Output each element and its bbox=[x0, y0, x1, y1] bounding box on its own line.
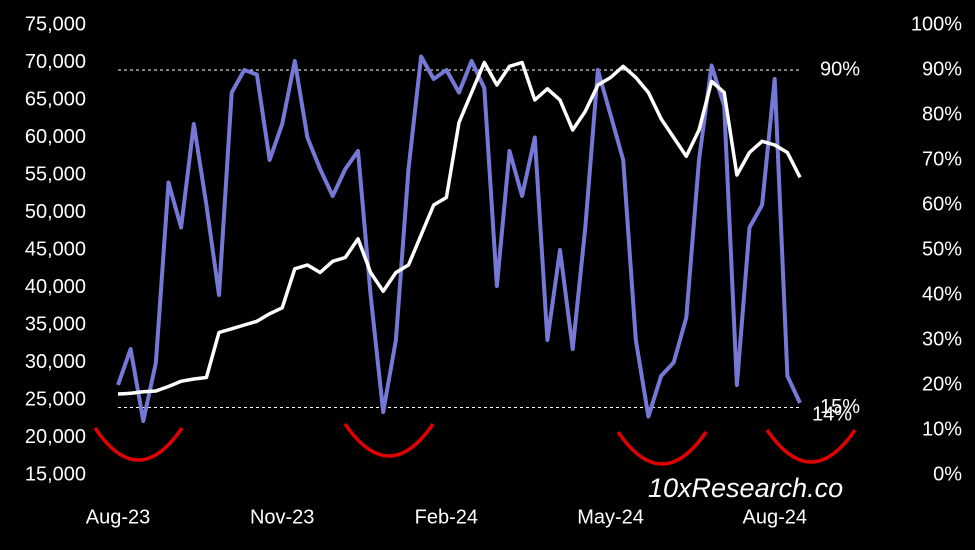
series-line bbox=[116, 54, 802, 423]
y2-tick-label: 60% bbox=[922, 193, 962, 215]
x-tick-label: Aug-24 bbox=[742, 506, 807, 528]
arc bbox=[343, 423, 435, 458]
y-tick-label: 50,000 bbox=[25, 201, 86, 223]
y-tick-label: 45,000 bbox=[25, 238, 86, 260]
y-tick-label: 20,000 bbox=[25, 426, 86, 448]
arc bbox=[765, 429, 857, 464]
y-tick-label: 55,000 bbox=[25, 163, 86, 185]
annotation: 14% bbox=[812, 403, 852, 425]
y-tick-label: 30,000 bbox=[25, 351, 86, 373]
highlight-arcs bbox=[93, 423, 857, 466]
x-tick-label: Aug-23 bbox=[86, 506, 151, 528]
y2-tick-label: 40% bbox=[922, 283, 962, 305]
watermark: 10xResearch.co bbox=[648, 473, 843, 503]
x-tick-label: Nov-23 bbox=[250, 506, 314, 528]
y-tick-label: 15,000 bbox=[25, 463, 86, 485]
y2-tick-label: 20% bbox=[922, 373, 962, 395]
x-tick-label: May-24 bbox=[577, 506, 644, 528]
arc bbox=[616, 431, 708, 466]
y-tick-label: 75,000 bbox=[25, 13, 86, 35]
y2-tick-label: 10% bbox=[922, 418, 962, 440]
arc bbox=[93, 427, 184, 462]
y2-tick-label: 0% bbox=[933, 463, 962, 485]
y-tick-label: 35,000 bbox=[25, 313, 86, 335]
y2-tick-label: 30% bbox=[922, 328, 962, 350]
y-tick-label: 40,000 bbox=[25, 276, 86, 298]
x-tick-label: Feb-24 bbox=[415, 506, 478, 528]
y2-tick-label: 50% bbox=[922, 238, 962, 260]
y-tick-label: 65,000 bbox=[25, 88, 86, 110]
series-line bbox=[117, 60, 802, 396]
reference-label: 15% bbox=[820, 396, 860, 418]
y2-tick-label: 80% bbox=[922, 103, 962, 125]
y-tick-label: 60,000 bbox=[25, 126, 86, 148]
y-tick-label: 70,000 bbox=[25, 51, 86, 73]
y-tick-label: 25,000 bbox=[25, 388, 86, 410]
y2-tick-label: 90% bbox=[922, 58, 962, 80]
reference-label: 90% bbox=[820, 58, 860, 80]
y2-tick-label: 70% bbox=[922, 148, 962, 170]
y2-tick-label: 100% bbox=[911, 13, 962, 35]
